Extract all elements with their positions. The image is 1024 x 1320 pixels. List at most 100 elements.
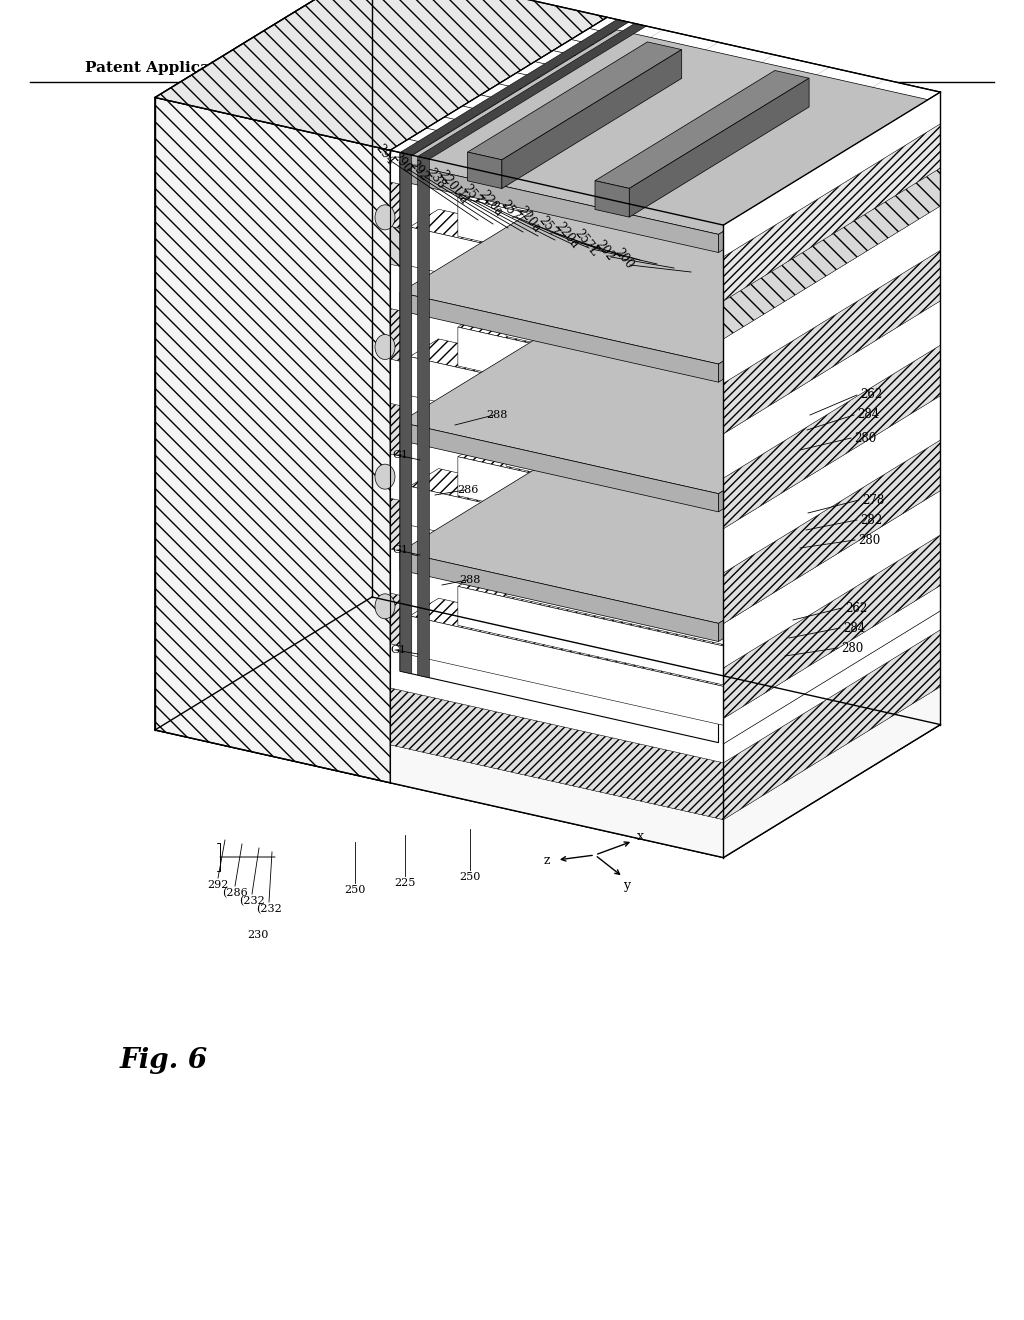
Polygon shape	[728, 411, 757, 467]
Text: 230: 230	[248, 931, 268, 940]
Polygon shape	[723, 630, 940, 820]
Polygon shape	[719, 490, 936, 642]
Text: 294: 294	[373, 143, 397, 168]
Text: x: x	[637, 830, 643, 843]
Polygon shape	[554, 380, 902, 469]
Text: 220a: 220a	[477, 187, 505, 219]
Text: G1: G1	[392, 545, 408, 554]
Polygon shape	[723, 168, 940, 339]
Text: 238: 238	[424, 166, 447, 191]
Polygon shape	[458, 327, 776, 437]
Ellipse shape	[375, 594, 395, 619]
Polygon shape	[723, 535, 940, 718]
Text: 280: 280	[858, 533, 881, 546]
Polygon shape	[595, 181, 630, 218]
Polygon shape	[723, 440, 940, 623]
Polygon shape	[502, 50, 682, 189]
Polygon shape	[155, 597, 940, 858]
Polygon shape	[723, 686, 940, 858]
Polygon shape	[728, 281, 757, 338]
Text: 225: 225	[394, 878, 416, 888]
Polygon shape	[400, 20, 629, 156]
Polygon shape	[723, 396, 940, 573]
Polygon shape	[723, 124, 940, 301]
Text: 290: 290	[390, 150, 414, 176]
Polygon shape	[390, 17, 940, 226]
Polygon shape	[554, 139, 872, 248]
Text: 288: 288	[486, 411, 508, 420]
Text: Fig. 6: Fig. 6	[120, 1047, 208, 1073]
Text: 257: 257	[536, 214, 560, 240]
Polygon shape	[824, 222, 854, 279]
Polygon shape	[506, 150, 854, 239]
Polygon shape	[824, 351, 854, 408]
Polygon shape	[723, 251, 940, 434]
Polygon shape	[872, 193, 902, 248]
Polygon shape	[872, 322, 902, 379]
Polygon shape	[723, 206, 940, 383]
Polygon shape	[595, 70, 809, 189]
Polygon shape	[410, 598, 757, 688]
Polygon shape	[468, 42, 682, 160]
Text: y: y	[624, 879, 631, 891]
Polygon shape	[728, 540, 757, 597]
Polygon shape	[554, 120, 902, 210]
Polygon shape	[390, 17, 940, 226]
Polygon shape	[390, 644, 723, 763]
Text: 284: 284	[857, 408, 880, 421]
Polygon shape	[728, 669, 757, 726]
Polygon shape	[723, 92, 940, 256]
Polygon shape	[458, 198, 776, 308]
Polygon shape	[506, 409, 854, 499]
Text: 257L: 257L	[571, 227, 600, 259]
Polygon shape	[458, 569, 805, 657]
Text: 220a: 220a	[553, 219, 582, 251]
Ellipse shape	[375, 465, 395, 490]
Text: 280: 280	[841, 642, 863, 655]
Polygon shape	[400, 293, 719, 383]
Polygon shape	[723, 396, 940, 573]
Text: 292: 292	[407, 158, 431, 183]
Text: (232: (232	[256, 904, 282, 915]
Polygon shape	[410, 356, 728, 467]
Polygon shape	[410, 339, 757, 428]
Text: 282: 282	[860, 513, 882, 527]
Polygon shape	[410, 469, 757, 558]
Text: 278: 278	[862, 494, 885, 507]
Polygon shape	[506, 557, 824, 667]
Text: 286: 286	[458, 484, 478, 495]
Text: US 2011/0291172 A1: US 2011/0291172 A1	[621, 61, 800, 75]
Text: 257: 257	[498, 198, 522, 224]
Polygon shape	[776, 640, 805, 697]
Text: 262: 262	[845, 602, 867, 615]
Polygon shape	[390, 498, 723, 623]
Text: Dec. 1, 2011: Dec. 1, 2011	[307, 61, 414, 75]
Polygon shape	[723, 206, 940, 383]
Text: z: z	[544, 854, 550, 866]
Polygon shape	[723, 92, 940, 743]
Polygon shape	[872, 451, 902, 508]
Polygon shape	[554, 397, 872, 508]
Polygon shape	[390, 309, 723, 434]
Text: 200: 200	[612, 247, 636, 272]
Polygon shape	[400, 418, 936, 623]
Polygon shape	[506, 168, 824, 279]
Polygon shape	[390, 549, 723, 668]
Text: 250: 250	[460, 873, 480, 882]
Text: Patent Application Publication: Patent Application Publication	[85, 61, 347, 75]
Ellipse shape	[375, 205, 395, 230]
Polygon shape	[776, 511, 805, 568]
Polygon shape	[719, 102, 936, 252]
Polygon shape	[390, 454, 723, 573]
Text: 202: 202	[593, 238, 617, 264]
Polygon shape	[418, 24, 646, 160]
Polygon shape	[723, 301, 940, 478]
Polygon shape	[554, 268, 872, 379]
Text: G1: G1	[392, 450, 408, 459]
Polygon shape	[723, 301, 940, 478]
Polygon shape	[506, 280, 854, 370]
Polygon shape	[723, 124, 940, 301]
Text: 284: 284	[843, 622, 865, 635]
Text: 288: 288	[460, 576, 480, 585]
Polygon shape	[719, 231, 936, 383]
